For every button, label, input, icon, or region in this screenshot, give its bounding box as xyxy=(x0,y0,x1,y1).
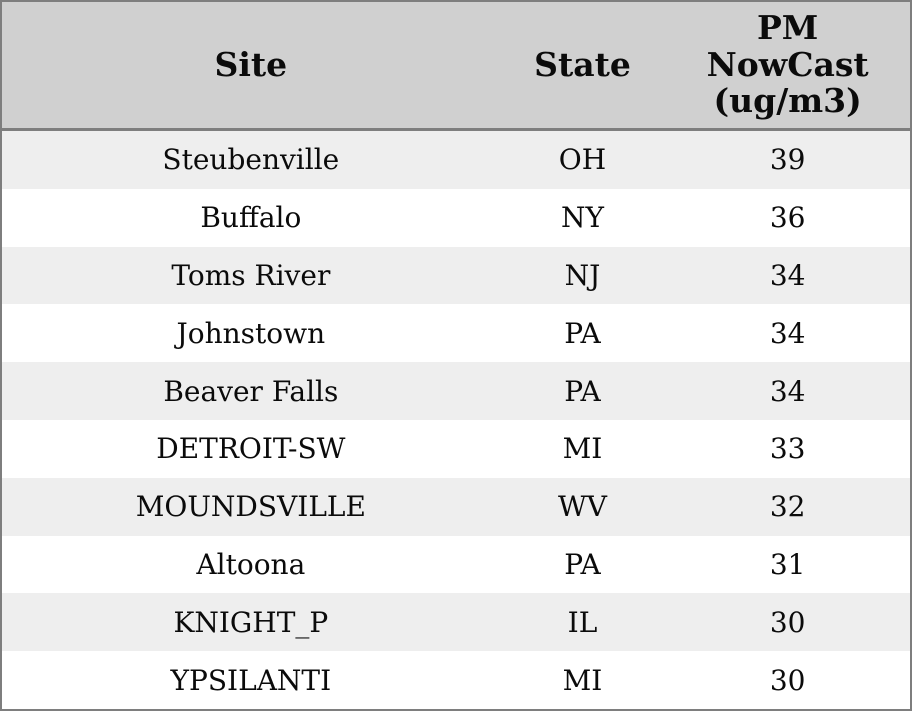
site-cell: Buffalo xyxy=(200,201,302,235)
value-cell: 32 xyxy=(769,490,806,524)
table-row: Steubenville OH 39 xyxy=(1,129,911,189)
table-row: Buffalo NY 36 xyxy=(1,188,911,247)
state-cell: NY xyxy=(561,201,604,235)
column-header-state: State xyxy=(499,1,666,131)
value-cell: 34 xyxy=(769,316,806,350)
state-cell: WV xyxy=(557,490,607,524)
table-row: Johnstown PA 34 xyxy=(1,304,911,363)
column-header-site: Site xyxy=(1,1,500,131)
header-row: Site State PM NowCast (ug/m3) xyxy=(1,1,911,131)
value-cell: 34 xyxy=(769,374,806,408)
value-cell: 31 xyxy=(769,547,806,581)
value-cell: 34 xyxy=(769,258,806,292)
state-cell: MI xyxy=(562,663,603,697)
site-cell: YPSILANTI xyxy=(170,663,332,697)
site-cell: Toms River xyxy=(171,258,331,292)
column-header-pm-nowcast: PM NowCast (ug/m3) xyxy=(665,1,911,131)
site-cell: Beaver Falls xyxy=(163,374,339,408)
table-row: MOUNDSVILLE WV 32 xyxy=(1,477,911,536)
table-header: Site State PM NowCast (ug/m3) xyxy=(1,1,911,131)
table-row: DETROIT-SW MI 33 xyxy=(1,419,911,478)
state-cell: PA xyxy=(564,547,601,581)
table-row: Beaver Falls PA 34 xyxy=(1,362,911,420)
site-cell: DETROIT-SW xyxy=(156,432,346,466)
value-cell: 30 xyxy=(769,605,806,639)
table-row: Toms River NJ 34 xyxy=(1,246,911,305)
table-body: Steubenville OH 39 Buffalo NY 36 Toms Ri… xyxy=(1,129,911,710)
table-row: YPSILANTI MI 30 xyxy=(1,651,911,710)
state-cell: MI xyxy=(562,432,603,466)
state-cell: NJ xyxy=(564,258,601,292)
state-cell: PA xyxy=(564,316,601,350)
state-cell: IL xyxy=(567,605,598,639)
site-cell: Steubenville xyxy=(162,143,340,177)
state-cell: PA xyxy=(564,374,601,408)
table-row: Altoona PA 31 xyxy=(1,535,911,594)
table-row: KNIGHT_P IL 30 xyxy=(1,593,911,652)
value-cell: 36 xyxy=(769,201,806,235)
value-cell: 30 xyxy=(769,663,806,697)
value-cell: 33 xyxy=(769,432,806,466)
site-cell: KNIGHT_P xyxy=(173,605,329,639)
site-cell: Johnstown xyxy=(176,316,326,350)
state-cell: OH xyxy=(558,143,607,177)
site-cell: MOUNDSVILLE xyxy=(135,490,366,524)
site-cell: Altoona xyxy=(196,547,306,581)
value-cell: 39 xyxy=(769,143,806,177)
